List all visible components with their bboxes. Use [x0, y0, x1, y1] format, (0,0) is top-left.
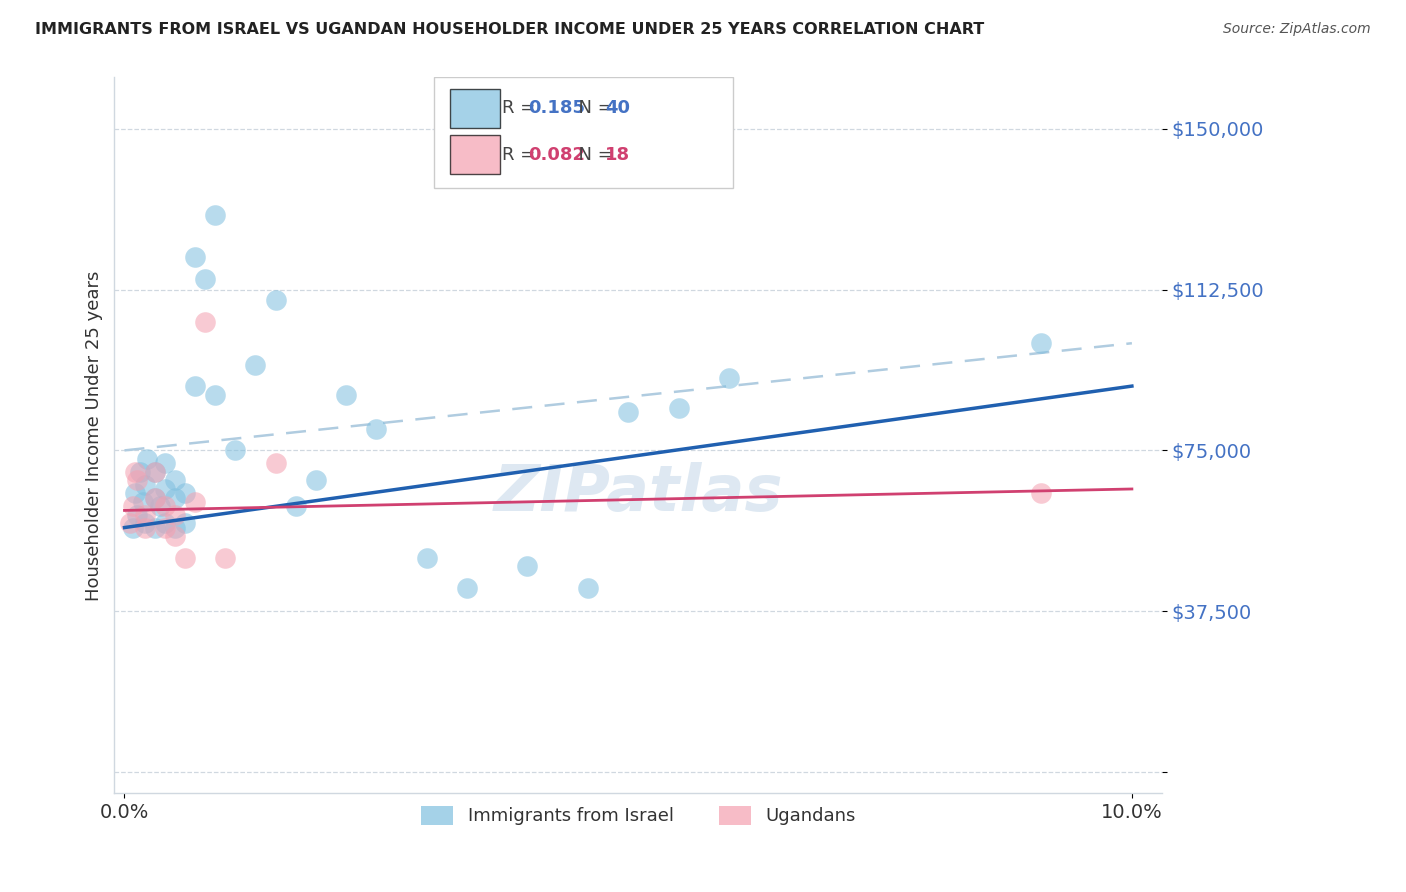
Point — [305, 474, 328, 488]
Point — [134, 508, 156, 522]
Point — [143, 491, 166, 505]
Text: 0.185: 0.185 — [529, 99, 585, 117]
Point — [143, 520, 166, 534]
Point — [134, 520, 156, 534]
Point — [214, 550, 236, 565]
Point — [163, 520, 186, 534]
Text: R =: R = — [502, 99, 541, 117]
Point — [163, 529, 186, 543]
Point — [245, 358, 267, 372]
Point — [284, 499, 307, 513]
Text: 18: 18 — [605, 145, 630, 164]
Point — [124, 486, 146, 500]
Point — [194, 315, 217, 329]
Point — [174, 486, 197, 500]
Point — [163, 508, 186, 522]
Point — [149, 499, 172, 513]
Point — [131, 495, 153, 509]
Point — [335, 387, 357, 401]
Point — [153, 520, 176, 534]
Point — [125, 508, 148, 522]
Text: Source: ZipAtlas.com: Source: ZipAtlas.com — [1223, 22, 1371, 37]
Point — [153, 499, 176, 513]
Point — [194, 272, 217, 286]
Point — [224, 443, 246, 458]
Text: ZIPatlas: ZIPatlas — [494, 462, 783, 524]
Point — [121, 520, 143, 534]
Point — [1031, 486, 1053, 500]
Point — [516, 559, 538, 574]
Point — [668, 401, 690, 415]
Point — [153, 482, 176, 496]
Point — [576, 581, 599, 595]
Point — [174, 550, 197, 565]
Point — [456, 581, 478, 595]
FancyBboxPatch shape — [434, 78, 733, 188]
Point — [184, 379, 207, 393]
Point — [163, 474, 186, 488]
Point — [264, 293, 287, 308]
Point — [1031, 336, 1053, 351]
Y-axis label: Householder Income Under 25 years: Householder Income Under 25 years — [86, 270, 103, 600]
Point — [124, 465, 146, 479]
Point — [174, 516, 197, 531]
Point — [184, 495, 207, 509]
Point — [204, 387, 226, 401]
Point — [415, 550, 437, 565]
Point — [264, 456, 287, 470]
Text: R =: R = — [502, 145, 541, 164]
Point — [163, 491, 186, 505]
Legend: Immigrants from Israel, Ugandans: Immigrants from Israel, Ugandans — [412, 797, 865, 834]
Point — [204, 208, 226, 222]
Point — [366, 422, 388, 436]
Text: N =: N = — [567, 99, 619, 117]
Point — [128, 465, 150, 479]
Point — [717, 370, 740, 384]
Point — [143, 465, 166, 479]
Text: IMMIGRANTS FROM ISRAEL VS UGANDAN HOUSEHOLDER INCOME UNDER 25 YEARS CORRELATION : IMMIGRANTS FROM ISRAEL VS UGANDAN HOUSEH… — [35, 22, 984, 37]
Point — [134, 516, 156, 531]
FancyBboxPatch shape — [450, 89, 501, 128]
Point — [134, 477, 156, 491]
Text: 40: 40 — [605, 99, 630, 117]
Point — [135, 452, 157, 467]
Point — [121, 499, 143, 513]
Point — [153, 516, 176, 531]
Point — [617, 405, 640, 419]
Text: N =: N = — [567, 145, 619, 164]
Point — [143, 465, 166, 479]
Point — [143, 491, 166, 505]
Point — [153, 456, 176, 470]
FancyBboxPatch shape — [450, 136, 501, 174]
Text: 0.082: 0.082 — [529, 145, 585, 164]
Point — [125, 474, 148, 488]
Point — [184, 251, 207, 265]
Point — [118, 516, 141, 531]
